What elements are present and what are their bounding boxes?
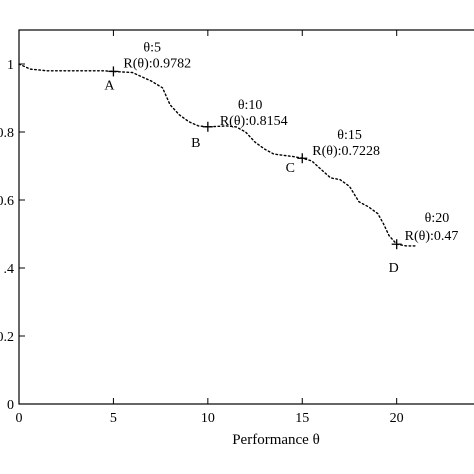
plot-border <box>18 29 474 405</box>
point-label: A <box>104 78 115 93</box>
theta-label: θ:10 <box>238 98 263 113</box>
reliability-label: R(θ):0.9782 <box>123 56 191 71</box>
axis-ticks <box>18 30 398 405</box>
axis-tick-labels: 0 5 10 15 20 0 0.2 .4 0.6 0.8 1 <box>0 58 404 426</box>
marker-d: Dθ:20 R(θ):0.47 <box>389 211 459 276</box>
reliability-label: R(θ):0.7228 <box>312 144 380 159</box>
x-tick-label: 20 <box>390 411 404 426</box>
x-axis-title: Performance θ <box>232 432 320 448</box>
reliability-label: R(θ):0.8154 <box>220 114 288 129</box>
series-layer <box>18 63 417 247</box>
point-label: B <box>191 136 200 151</box>
theta-label: θ:5 <box>143 40 161 55</box>
y-tick-label: 0 <box>7 398 14 413</box>
reliability-label: R(θ):0.47 <box>405 229 459 244</box>
theta-label: θ:20 <box>425 211 450 226</box>
x-tick-label: 5 <box>110 411 117 426</box>
marker-c: Cθ:15R(θ):0.7228 <box>286 128 380 176</box>
marker-a: Aθ:5R(θ):0.9782 <box>104 40 191 93</box>
point-label: C <box>286 161 295 176</box>
plot-frame <box>18 29 474 405</box>
y-tick-label: 0.6 <box>0 194 14 209</box>
x-tick-label: 15 <box>295 411 309 426</box>
series-line <box>18 63 417 247</box>
marker-b: Bθ:10R(θ):0.8154 <box>191 98 287 151</box>
y-tick-label: 0.8 <box>0 126 14 141</box>
x-tick-label: 10 <box>201 411 215 426</box>
point-label: D <box>389 261 399 276</box>
marker-layer: Aθ:5R(θ):0.9782Bθ:10R(θ):0.8154Cθ:15R(θ)… <box>104 40 458 276</box>
y-tick-label: 1 <box>7 58 14 73</box>
x-tick-label: 0 <box>16 411 23 426</box>
theta-label: θ:15 <box>337 128 362 143</box>
y-tick-label: 0.2 <box>0 330 14 345</box>
y-tick-label: .4 <box>4 262 15 277</box>
